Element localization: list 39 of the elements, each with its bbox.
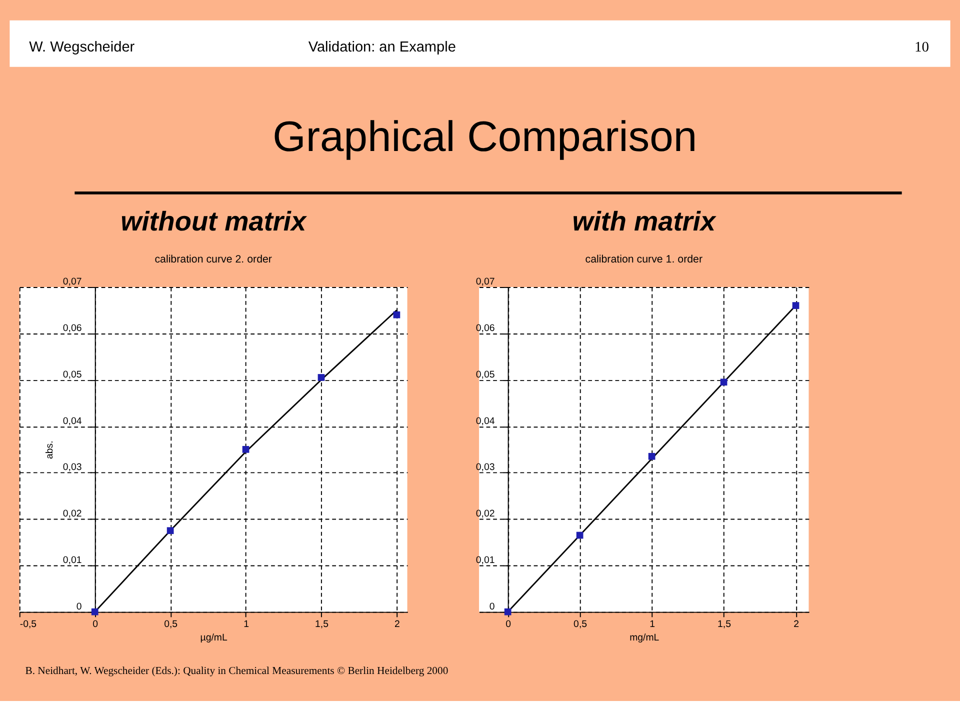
x-axis-title: µg/mL [200, 632, 228, 644]
chart-subtitle: without matrix [120, 206, 308, 237]
x-tick-label: 1,5 [314, 618, 328, 630]
x-tick-label: 0 [506, 618, 512, 630]
text: Graphical Comparison [272, 113, 698, 162]
x-axis-title: mg/mL [630, 632, 660, 644]
x-tick-label: 2 [394, 618, 400, 630]
y-tick-label: 0,02 [62, 508, 82, 520]
y-tick-label: 0,07 [62, 276, 82, 288]
x-tick-label: 2 [794, 618, 799, 630]
text: B. Neidhart, W. Wegscheider (Eds.): Quality in Chemical Measurements © Berlin Heidelberg 2000 [25, 666, 448, 677]
y-tick-label: 0 [489, 601, 496, 612]
y-tick-label: 0 [76, 601, 82, 612]
y-axis-title: abs. [44, 440, 56, 460]
y-tick-label: 0,07 [476, 276, 495, 288]
x-tick-label: 0,5 [574, 618, 588, 630]
y-tick-label: 0,01 [476, 555, 495, 566]
chart-subtitle: with matrix [572, 206, 718, 237]
x-tick-label: 1,5 [718, 618, 732, 630]
y-tick-label: 0,06 [62, 322, 82, 334]
chart-title: calibration curve 1. order [585, 254, 703, 266]
y-tick-label: 0,04 [62, 416, 82, 427]
x-tick-label: 0 [92, 618, 99, 630]
x-tick-label: 1 [244, 618, 249, 630]
chart-title: calibration curve 2. order [154, 254, 272, 266]
y-tick-label: 0,06 [476, 322, 495, 334]
x-tick-label: 0,5 [164, 618, 178, 630]
y-tick-label: 0,05 [476, 369, 495, 380]
text: Validation: an Example [308, 39, 456, 56]
y-tick-label: 0,04 [476, 416, 496, 427]
text: W. Wegscheider [29, 39, 135, 56]
x-tick-label: -0,5 [20, 618, 37, 630]
x-tick-label: 1 [650, 618, 655, 630]
y-tick-label: 0,01 [62, 555, 82, 566]
y-tick-label: 0,05 [62, 369, 82, 380]
text: 10 [914, 39, 929, 56]
y-tick-label: 0,03 [476, 462, 495, 474]
y-tick-label: 0,02 [476, 508, 495, 520]
y-tick-label: 0,03 [62, 462, 82, 474]
